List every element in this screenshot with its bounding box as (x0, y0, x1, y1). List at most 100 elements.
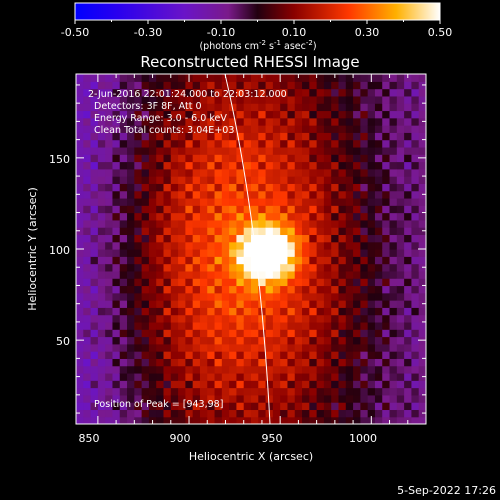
heatmap-cell (345, 81, 354, 90)
heatmap-cell (163, 270, 172, 279)
heatmap-cell (214, 343, 223, 352)
heatmap-cell (221, 190, 230, 199)
heatmap-cell (214, 241, 223, 250)
heatmap-cell (382, 161, 391, 170)
heatmap-cell (141, 176, 150, 184)
heatmap-cell (316, 132, 325, 141)
heatmap-cell (316, 365, 325, 374)
heatmap-cell (192, 81, 201, 90)
heatmap-cell (119, 314, 128, 323)
heatmap-cell (156, 139, 165, 148)
heatmap-cell (229, 219, 238, 228)
heatmap-cell (360, 300, 369, 308)
heatmap-cell (90, 263, 99, 272)
heatmap-cell (229, 88, 238, 97)
heatmap-cell (199, 387, 208, 396)
heatmap-cell (272, 197, 281, 206)
heatmap-cell (360, 387, 369, 396)
heatmap-cell (170, 227, 179, 236)
heatmap-cell (280, 336, 289, 345)
heatmap-cell (90, 117, 99, 126)
heatmap-cell (83, 190, 92, 199)
heatmap-cell (141, 110, 150, 119)
heatmap-cell (294, 154, 303, 163)
heatmap-cell (148, 103, 157, 112)
heatmap-cell (127, 343, 135, 352)
heatmap-cell (353, 132, 361, 141)
heatmap-cell (127, 168, 135, 177)
heatmap-cell (302, 314, 310, 323)
heatmap-cell (105, 154, 114, 163)
heatmap-cell (294, 278, 303, 287)
heatmap-cell (141, 219, 150, 228)
heatmap-cell (178, 190, 186, 199)
heatmap-cell (97, 278, 106, 287)
heatmap-cell (265, 183, 274, 192)
heatmap-cell (207, 190, 216, 199)
heatmap-cell (76, 74, 84, 82)
heatmap-cell (192, 387, 201, 396)
heatmap-cell (90, 278, 99, 287)
heatmap-cell (396, 409, 405, 418)
heatmap-cell (316, 103, 325, 112)
heatmap-cell (294, 190, 303, 199)
heatmap-cell (272, 139, 281, 148)
heatmap-cell (221, 358, 230, 367)
heatmap-cell (265, 358, 274, 367)
heatmap-cell (76, 212, 84, 221)
heatmap-cell (294, 125, 303, 133)
heatmap-cell (331, 307, 340, 316)
heatmap-cell (272, 125, 281, 133)
heatmap-cell (331, 380, 340, 389)
heatmap-cell (323, 81, 332, 90)
heatmap-cell (251, 336, 259, 345)
heatmap-cell (272, 205, 281, 214)
heatmap-cell (90, 205, 99, 214)
heatmap-cell (287, 321, 296, 330)
heatmap-cell (156, 117, 165, 126)
heatmap-cell (221, 110, 230, 119)
heatmap-cell (134, 74, 143, 82)
heatmap-cell (309, 351, 318, 359)
heatmap-cell (199, 103, 208, 112)
heatmap-cell (251, 394, 259, 403)
heatmap-cell (389, 161, 398, 170)
heatmap-cell (192, 263, 201, 272)
heatmap-cell (251, 270, 259, 279)
heatmap-cell (199, 117, 208, 126)
heatmap-cell (396, 300, 405, 308)
heatmap-cell (411, 300, 420, 308)
heatmap-cell (331, 103, 340, 112)
heatmap-cell (148, 270, 157, 279)
heatmap-cell (396, 74, 405, 82)
heatmap-cell (83, 278, 92, 287)
x-axis-title: Heliocentric X (arcsec) (189, 450, 313, 463)
heatmap-cell (214, 402, 223, 411)
heatmap-cell (265, 380, 274, 389)
heatmap-cell (345, 212, 354, 221)
heatmap-cell (374, 285, 383, 294)
heatmap-cell (192, 146, 201, 155)
heatmap-cell (76, 256, 84, 265)
heatmap-cell (127, 132, 135, 141)
heatmap-cell (134, 321, 143, 330)
heatmap-cell (134, 307, 143, 316)
heatmap-cell (156, 256, 165, 265)
colorbar-gradient (74, 2, 441, 21)
heatmap-cell (185, 95, 194, 104)
heatmap-cell (309, 380, 318, 389)
heatmap-cell (112, 365, 121, 374)
heatmap-cell (323, 183, 332, 192)
heatmap-cell (119, 365, 128, 374)
heatmap-cell (396, 285, 405, 294)
heatmap-cell (280, 110, 289, 119)
heatmap-cell (229, 416, 238, 424)
heatmap-cell (207, 307, 216, 316)
heatmap-cell (294, 402, 303, 411)
heatmap-cell (243, 343, 252, 352)
heatmap-cell (243, 117, 252, 126)
heatmap-cell (272, 132, 281, 141)
heatmap-cell (207, 212, 216, 221)
heatmap-cell (272, 321, 281, 330)
heatmap-cell (382, 300, 391, 308)
